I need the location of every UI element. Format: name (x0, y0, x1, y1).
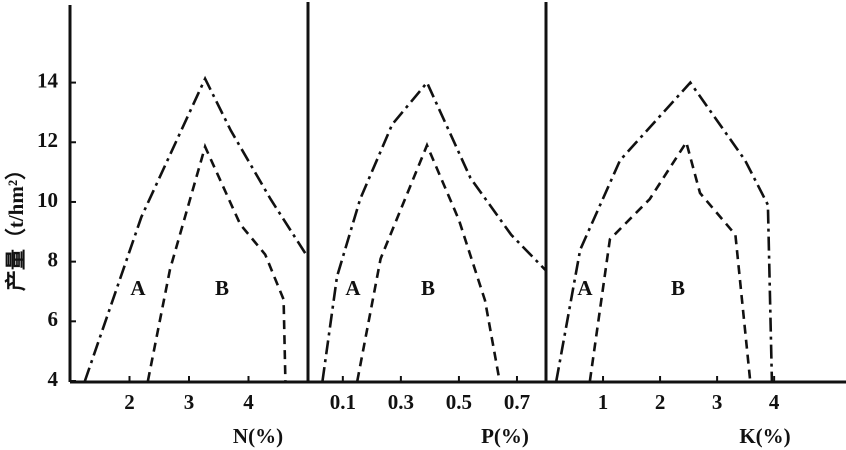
y-tick-label: 10 (37, 188, 58, 212)
region-label: B (671, 276, 685, 300)
x-tick-label: 4 (769, 390, 780, 414)
x-tick-label: 0.7 (504, 390, 530, 414)
y-tick-label: 8 (48, 247, 59, 271)
region-label: A (345, 276, 361, 300)
y-axis-label: 产量（t/hm²） (4, 159, 28, 291)
boundary-line (588, 139, 752, 382)
boundary-line (146, 142, 287, 382)
x-axis-label: P(%) (481, 424, 529, 448)
region-label: B (215, 276, 229, 300)
region-label: A (130, 276, 146, 300)
x-tick-label: 3 (184, 390, 195, 414)
region-label: B (421, 276, 435, 300)
boundary-line (356, 141, 501, 382)
y-tick-label: 14 (37, 68, 59, 92)
y-tick-label: 6 (48, 307, 59, 331)
boundary-line (555, 80, 774, 382)
x-tick-label: 0.1 (330, 390, 356, 414)
y-tick-label: 12 (37, 128, 58, 152)
x-tick-label: 2 (124, 390, 135, 414)
x-tick-label: 1 (598, 390, 609, 414)
y-tick-label: 4 (48, 367, 59, 391)
x-axis-label: N(%) (233, 424, 283, 448)
region-label: A (577, 276, 593, 300)
boundary-line (83, 75, 310, 382)
x-tick-label: 4 (243, 390, 254, 414)
x-tick-label: 0.3 (388, 390, 414, 414)
x-tick-label: 3 (712, 390, 723, 414)
x-tick-label: 0.5 (446, 390, 472, 414)
boundary-line (321, 80, 547, 382)
x-tick-label: 2 (655, 390, 666, 414)
x-axis-label: K(%) (739, 424, 790, 448)
